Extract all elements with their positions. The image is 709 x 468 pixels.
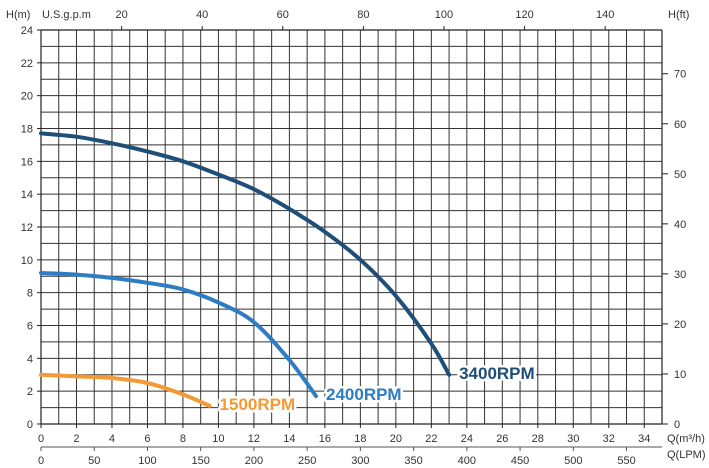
bottom-tick-label: 16	[319, 433, 331, 445]
left-tick-label: 14	[21, 189, 33, 201]
top-axis-title: U.S.g.p.m	[42, 9, 91, 21]
bottom-tick-label: 30	[567, 433, 579, 445]
curve-label-halo: 1500RPM	[220, 395, 296, 414]
lpm-tick-label: 450	[511, 455, 529, 467]
bottom-tick-label: 10	[212, 433, 224, 445]
top-tick-label: 40	[196, 9, 208, 21]
lpm-tick-label: 0	[38, 455, 44, 467]
curve-label-2400rpm: 2400RPM	[326, 385, 402, 404]
curve-2400rpm	[39, 271, 318, 399]
left-tick-label: 2	[27, 386, 33, 398]
bottom-tick-label: 18	[354, 433, 366, 445]
lpm-tick-label: 250	[298, 455, 316, 467]
left-tick-label: 16	[21, 156, 33, 168]
right-axis-title: H(ft)	[668, 9, 689, 21]
bottom-tick-label: 24	[461, 433, 473, 445]
left-tick-label: 22	[21, 58, 33, 70]
lpm-tick-label: 400	[458, 455, 476, 467]
left-tick-label: 0	[27, 419, 33, 431]
left-tick-label: 4	[27, 353, 33, 365]
curve-label-1500rpm: 1500RPM	[220, 395, 296, 414]
curve-label-3400rpm: 3400RPM	[459, 364, 535, 383]
curve-1500rpm	[39, 372, 212, 408]
left-tick-label: 8	[27, 288, 33, 300]
bottom-tick-label: 28	[532, 433, 544, 445]
bottom-tick-label: 6	[144, 433, 150, 445]
bottom-tick-label: 32	[603, 433, 615, 445]
right-tick-label: 30	[674, 269, 686, 281]
bottom-tick-label: 2	[73, 433, 79, 445]
lpm-axis-title: Q(LPM)	[667, 449, 706, 461]
bottom-tick-label: 20	[390, 433, 402, 445]
left-axis-title: H(m)	[6, 9, 30, 21]
left-tick-label: 18	[21, 124, 33, 136]
curve-label-halo: 2400RPM	[326, 385, 402, 404]
bottom-axis-title: Q(m³/h)	[667, 433, 705, 445]
right-tick-label: 70	[674, 69, 686, 81]
top-tick-label: 140	[596, 9, 614, 21]
lpm-tick-label: 200	[245, 455, 263, 467]
lpm-tick-label: 500	[564, 455, 582, 467]
lpm-tick-label: 100	[138, 455, 156, 467]
bottom-tick-label: 14	[283, 433, 295, 445]
top-tick-label: 60	[277, 9, 289, 21]
bottom-tick-label: 12	[248, 433, 260, 445]
chart-grid	[40, 29, 663, 425]
left-tick-label: 6	[27, 321, 33, 333]
right-tick-label: 0	[674, 419, 680, 431]
lpm-tick-label: 350	[404, 455, 422, 467]
right-tick-label: 60	[674, 119, 686, 131]
bottom-tick-label: 0	[38, 433, 44, 445]
curve-label-halo: 3400RPM	[459, 364, 535, 383]
curve-3400rpm	[39, 131, 452, 377]
bottom-tick-label: 4	[109, 433, 115, 445]
chart-curves	[39, 131, 452, 408]
top-tick-label: 100	[435, 9, 453, 21]
right-tick-label: 10	[674, 369, 686, 381]
lpm-tick-label: 50	[88, 455, 100, 467]
bottom-tick-label: 22	[425, 433, 437, 445]
lpm-tick-label: 550	[617, 455, 635, 467]
lpm-tick-label: 300	[351, 455, 369, 467]
right-tick-label: 40	[674, 219, 686, 231]
bottom-tick-label: 8	[180, 433, 186, 445]
bottom-tick-label: 34	[638, 433, 650, 445]
top-tick-label: 80	[357, 9, 369, 21]
left-tick-label: 24	[21, 25, 33, 37]
left-tick-label: 10	[21, 255, 33, 267]
right-tick-label: 20	[674, 319, 686, 331]
left-tick-label: 20	[21, 91, 33, 103]
bottom-tick-label: 26	[496, 433, 508, 445]
top-tick-label: 120	[515, 9, 533, 21]
lpm-tick-label: 150	[192, 455, 210, 467]
right-tick-label: 50	[674, 169, 686, 181]
left-tick-label: 12	[21, 222, 33, 234]
top-tick-label: 20	[115, 9, 127, 21]
chart-labels: H(m) U.S.g.p.m H(ft) Q(m³/h) Q(LPM) 3400RPM 34…	[6, 9, 706, 461]
